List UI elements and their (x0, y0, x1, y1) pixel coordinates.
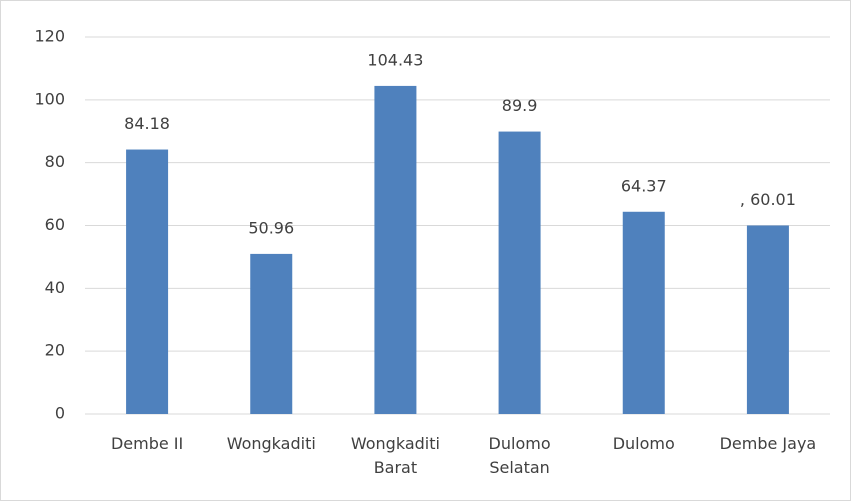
value-label: 64.37 (621, 176, 667, 195)
bar (374, 85, 417, 415)
bar (746, 225, 789, 414)
value-label: 50.96 (248, 218, 294, 237)
y-tick-label: 60 (45, 215, 65, 234)
y-tick-label: 40 (45, 278, 65, 297)
y-tick-label: 0 (55, 404, 65, 423)
value-label: 104.43 (367, 50, 423, 69)
value-label: , 60.01 (740, 190, 796, 209)
x-tick-label: Dembe II (110, 434, 184, 453)
x-tick-label: Dulomo Selatan (488, 434, 551, 477)
y-tick-label: 100 (34, 89, 65, 108)
value-label: 84.18 (124, 114, 170, 133)
x-tick-label: Wongkaditi Barat (350, 434, 440, 477)
y-tick-label: 20 (45, 341, 65, 360)
x-tick-label: Dulomo (612, 434, 675, 453)
bar (622, 211, 665, 414)
bar (498, 131, 541, 415)
x-tick-label: Dembe Jaya (719, 434, 817, 453)
y-tick-label: 120 (34, 27, 65, 46)
bar (126, 149, 169, 415)
bar (250, 253, 293, 414)
x-tick-label: Wongkaditi (226, 434, 316, 453)
y-tick-label: 80 (45, 152, 65, 171)
value-label: 89.9 (502, 96, 538, 115)
